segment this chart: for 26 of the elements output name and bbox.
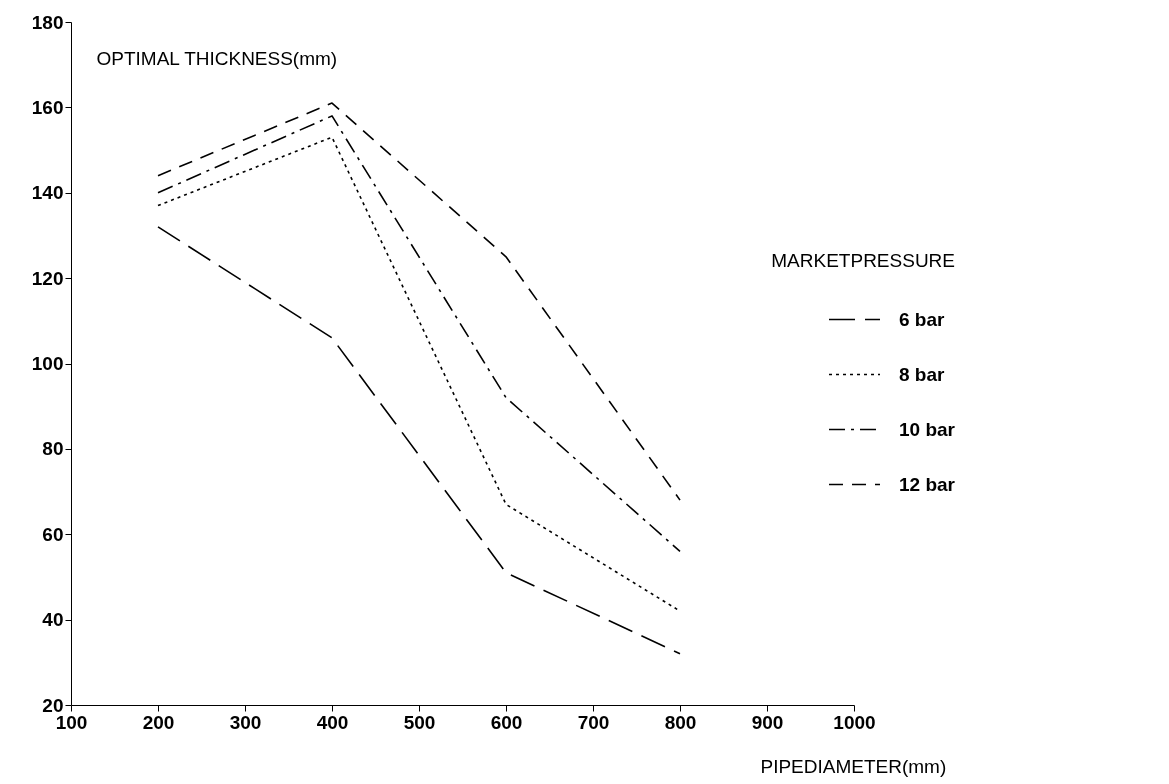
line-series	[157, 226, 681, 655]
x-tick-label: 500	[403, 711, 436, 733]
y-tick-label: 160	[31, 96, 64, 118]
legend-label: 10 bar	[899, 418, 956, 440]
x-axis-title: PIPEDIAMETER(mm)	[760, 755, 947, 777]
x-tick-label: 800	[664, 711, 697, 733]
x-tick-label: 1000	[833, 711, 876, 733]
x-tick-label: 700	[577, 711, 610, 733]
y-tick-label: 20	[42, 694, 64, 716]
x-tick-label: 600	[490, 711, 523, 733]
y-tick-label: 180	[31, 11, 64, 33]
x-tick-label: 900	[751, 711, 784, 733]
x-tick-label: 300	[229, 711, 262, 733]
legend-label: 8 bar	[899, 363, 946, 385]
x-tick-label: 400	[316, 711, 349, 733]
y-tick-label: 120	[31, 267, 64, 289]
legend-label: 12 bar	[899, 473, 956, 495]
y-tick-label: 40	[42, 609, 64, 631]
legend-label: 6 bar	[899, 308, 946, 330]
legend-title: MARKETPRESSURE	[771, 250, 955, 271]
x-tick-label: 200	[142, 711, 175, 733]
y-tick-label: 80	[42, 438, 64, 460]
y-tick-label: 60	[42, 523, 64, 545]
y-axis-title: OPTIMAL THICKNESS(mm)	[96, 47, 338, 69]
y-tick-label: 140	[31, 182, 64, 204]
y-tick-label: 100	[31, 353, 64, 374]
